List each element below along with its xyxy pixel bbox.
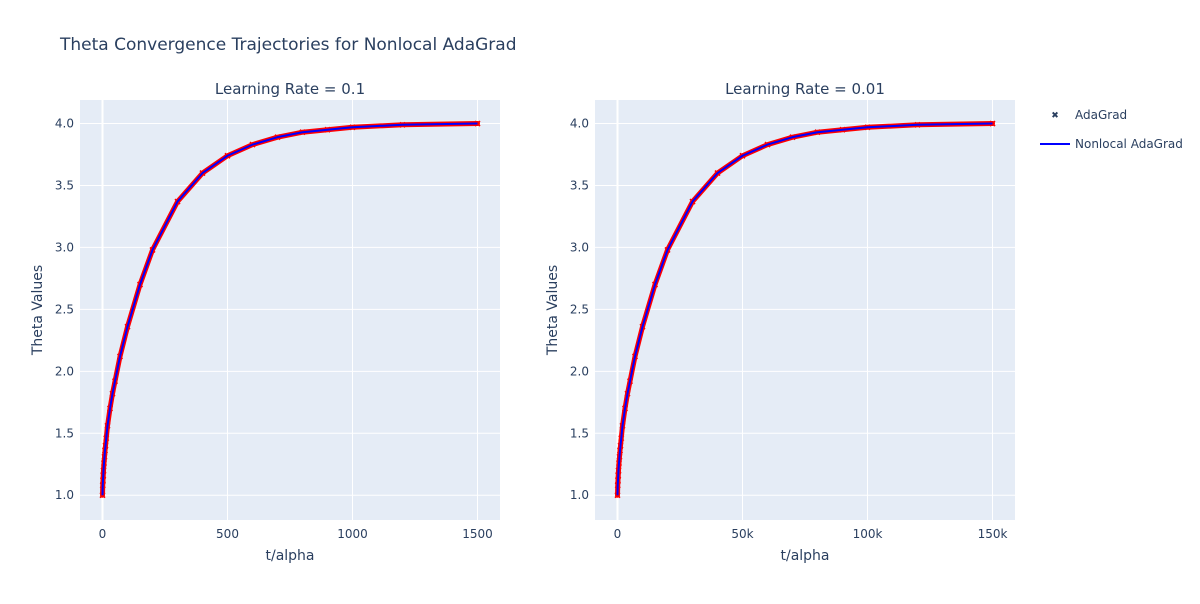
chart-title: Theta Convergence Trajectories for Nonlo… (59, 35, 517, 55)
y-tick-label: 2.5 (55, 302, 74, 316)
x-tick-label: 50k (731, 527, 753, 541)
y-tick-label: 4.0 (55, 117, 74, 131)
x-axis-label: t/alpha (780, 548, 829, 564)
subplot-title: Learning Rate = 0.1 (215, 80, 365, 98)
y-tick-label: 2.0 (55, 364, 74, 378)
y-tick-label: 4.0 (570, 117, 589, 131)
y-tick-label: 3.5 (55, 178, 74, 192)
plot-area (80, 100, 500, 520)
x-tick-label: 1000 (337, 527, 368, 541)
y-tick-label: 1.0 (55, 488, 74, 502)
x-tick-label: 1500 (462, 527, 493, 541)
x-tick-label: 0 (99, 527, 107, 541)
plot-area (595, 100, 1015, 520)
y-axis-label: Theta Values (30, 265, 46, 356)
x-tick-label: 100k (853, 527, 883, 541)
legend: ✖ AdaGrad Nonlocal AdaGrad (1040, 108, 1183, 151)
y-tick-label: 2.0 (570, 364, 589, 378)
legend-label-adagrad: AdaGrad (1075, 108, 1127, 122)
series-line-nonlocal-adagrad (101, 122, 478, 496)
y-tick-label: 2.5 (570, 302, 589, 316)
y-tick-label: 3.0 (55, 240, 74, 254)
x-tick-label: 150k (978, 527, 1008, 541)
y-tick-label: 1.5 (570, 426, 589, 440)
legend-item-adagrad[interactable]: ✖ AdaGrad (1051, 108, 1127, 122)
y-tick-label: 3.5 (570, 178, 589, 192)
subplot-lr-0.1: 1.0 1.5 2.0 2.5 3.0 3.5 4.0 0 500 1000 1500 Learnin… (30, 80, 500, 564)
legend-marker-adagrad: ✖ (1051, 111, 1059, 121)
legend-label-nonlocal-adagrad: Nonlocal AdaGrad (1075, 137, 1183, 151)
x-tick-label: 500 (216, 527, 239, 541)
legend-item-nonlocal-adagrad[interactable]: Nonlocal AdaGrad (1040, 137, 1183, 151)
series-line-nonlocal-adagrad (616, 122, 993, 496)
subplot-title: Learning Rate = 0.01 (725, 80, 885, 98)
y-tick-label: 1.0 (570, 488, 589, 502)
y-tick-label: 1.5 (55, 426, 74, 440)
y-tick-label: 3.0 (570, 240, 589, 254)
subplot-lr-0.01: 1.0 1.5 2.0 2.5 3.0 3.5 4.0 0 50k 100k 150k Learnin… (545, 80, 1015, 564)
x-axis-label: t/alpha (265, 548, 314, 564)
y-axis-label: Theta Values (545, 265, 561, 356)
x-tick-label: 0 (614, 527, 622, 541)
